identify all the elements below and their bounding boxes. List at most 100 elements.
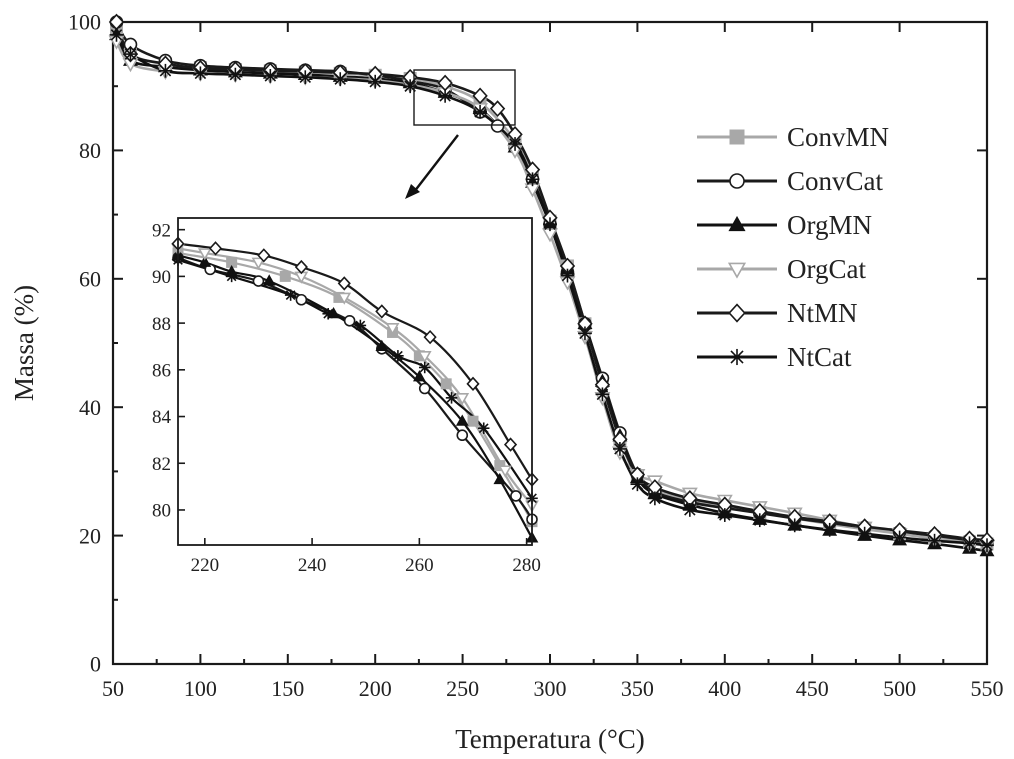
main-y-tick-label: 80 — [79, 138, 101, 163]
main-data-point-ntcat — [438, 88, 453, 103]
legend-label-convcat: ConvCat — [787, 166, 884, 196]
zoom-arrow — [405, 134, 459, 199]
inset-data-point-ntcat — [477, 422, 490, 434]
legend-item-ntcat: NtCat — [697, 342, 852, 372]
main-data-point-ntcat — [647, 491, 662, 506]
main-data-point-ntcat — [822, 522, 837, 537]
legend-label-orgcat: OrgCat — [787, 254, 866, 284]
inset-y-tick-label: 84 — [152, 407, 172, 428]
inset-series-line-orgmn — [176, 254, 534, 540]
main-y-tick-label: 0 — [90, 652, 101, 677]
main-y-tick-label: 20 — [79, 523, 101, 548]
legend-item-ntmn: NtMN — [697, 298, 858, 328]
main-x-tick-label: 300 — [534, 676, 567, 701]
main-x-tick-label: 550 — [971, 676, 1004, 701]
main-series-markers — [108, 13, 995, 557]
main-data-point-convcat — [490, 119, 505, 133]
inset-data-point-orgmn — [262, 274, 276, 286]
inset-data-point-ntcat — [225, 270, 238, 283]
main-data-point-ntcat — [508, 137, 522, 151]
main-x-tick-label: 450 — [796, 676, 829, 701]
main-data-point-ntcat — [298, 70, 313, 85]
main-data-point-ntcat — [682, 503, 697, 517]
inset-data-point-ntcat — [418, 361, 431, 374]
inset-x-tick-label: 280 — [512, 555, 541, 576]
y-axis-title: Massa (%) — [9, 285, 39, 401]
inset-y-tick-label: 82 — [152, 454, 171, 475]
inset-data-point-ntcat — [284, 289, 297, 301]
inset-data-point-ntmn — [257, 248, 271, 263]
legend-marker-convmn — [729, 129, 745, 145]
inset-y-tick-label: 92 — [152, 220, 171, 241]
legend-label-ntmn: NtMN — [787, 298, 858, 328]
legend-marker-orgcat — [727, 262, 747, 279]
inset-x-tick-label: 240 — [298, 555, 327, 576]
inset-data-point-ntmn — [294, 259, 308, 275]
inset-data-point-convcat — [418, 382, 431, 395]
main-data-point-ntcat — [613, 442, 627, 456]
inset-data-point-orgmn — [493, 472, 507, 485]
inset-data-point-convcat — [295, 293, 308, 306]
inset-data-point-orgcat — [251, 257, 266, 270]
inset-data-point-ntcat — [322, 308, 334, 320]
main-data-point-ntcat — [980, 538, 994, 553]
legend-label-ntcat: NtCat — [787, 342, 852, 372]
inset-data-point-ntmn — [375, 304, 389, 319]
inset-data-point-orgmn — [198, 255, 212, 267]
inset-axis-ticks: 220 240 260 280 80 82 84 86 88 90 92 — [152, 220, 541, 576]
main-data-point-ntcat — [525, 172, 540, 187]
main-x-tick-label: 100 — [184, 676, 217, 701]
legend-label-orgmn: OrgMN — [787, 210, 872, 240]
main-data-point-ntcat — [927, 533, 942, 548]
x-axis-title: Temperatura (°C) — [455, 724, 645, 754]
legend: ConvMN ConvCat OrgMN OrgCat NtMN NtCat — [697, 122, 889, 372]
inset-y-tick-label: 80 — [152, 501, 171, 522]
legend-marker-ntcat — [728, 348, 746, 366]
main-x-tick-label: 350 — [621, 676, 654, 701]
inset-series-line-convmn — [176, 251, 534, 523]
main-data-point-ntcat — [158, 63, 173, 78]
main-data-point-ntcat — [193, 66, 208, 81]
main-data-point-ntcat — [333, 72, 348, 87]
inset-data-point-orgmn — [413, 370, 426, 382]
inset-data-point-orgcat — [417, 351, 432, 364]
legend-marker-ntmn — [728, 303, 746, 323]
inset-data-point-orgcat — [337, 292, 352, 305]
main-data-point-ntcat — [717, 508, 732, 522]
main-data-point-ntcat — [403, 79, 418, 94]
inset-data-point-ntmn — [503, 437, 518, 452]
inset-data-point-orgcat — [455, 393, 470, 406]
main-x-tick-label: 400 — [708, 676, 741, 701]
main-x-tick-label: 150 — [271, 676, 304, 701]
inset-data-point-orgmn — [375, 339, 389, 351]
main-data-point-ntcat — [560, 268, 575, 283]
legend-item-convmn: ConvMN — [697, 122, 889, 152]
inset-data-point-orgmn — [455, 414, 469, 426]
legend-item-orgcat: OrgCat — [697, 254, 866, 284]
main-data-point-ntcat — [123, 47, 138, 61]
main-x-tick-label: 200 — [359, 676, 392, 701]
main-data-point-ntcat — [630, 477, 645, 492]
main-y-tick-label: 40 — [79, 395, 101, 420]
legend-marker-orgmn — [728, 215, 746, 232]
main-data-point-ntcat — [892, 530, 907, 545]
main-data-point-ntcat — [109, 27, 124, 42]
inset-data-point-orgcat — [498, 465, 513, 478]
inset-data-point-convcat — [456, 429, 469, 442]
main-data-point-ntcat — [368, 74, 383, 89]
inset-data-point-ntmn — [466, 376, 480, 392]
main-data-point-ntmn — [472, 87, 488, 105]
inset-y-tick-label: 90 — [152, 267, 171, 288]
inset-data-point-ntmn — [208, 241, 223, 256]
inset-data-point-convcat — [252, 275, 265, 287]
main-y-tick-label: 60 — [79, 267, 101, 292]
main-data-point-ntcat — [578, 326, 592, 341]
inset-data-point-ntcat — [354, 319, 367, 332]
inset-y-tick-label: 86 — [152, 360, 171, 381]
inset-data-point-convcat — [510, 490, 522, 502]
inset-x-tick-label: 260 — [405, 555, 434, 576]
inset-data-point-convmn — [279, 270, 291, 282]
inset-data-point-orgcat — [197, 248, 212, 261]
inset-data-point-convcat — [343, 314, 356, 327]
